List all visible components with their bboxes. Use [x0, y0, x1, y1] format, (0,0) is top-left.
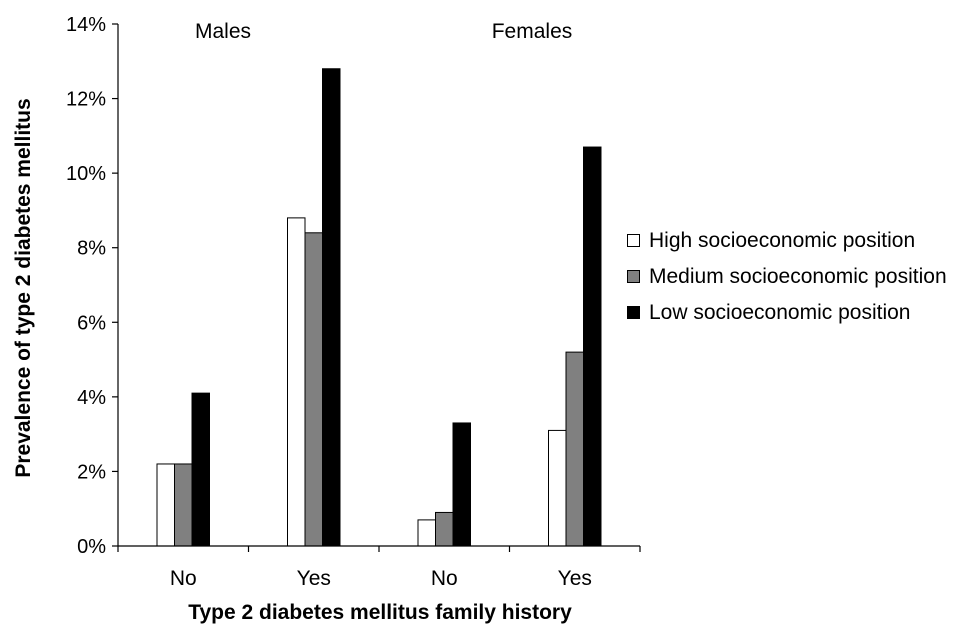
y-tick-label: 0%	[77, 536, 106, 558]
y-tick-label: 2%	[77, 461, 106, 483]
legend-swatch-high	[627, 234, 640, 247]
y-tick-label: 10%	[66, 163, 106, 185]
bar	[548, 429, 567, 547]
legend-item-low: Low socioeconomic position	[627, 300, 967, 326]
y-tick-label: 6%	[77, 312, 106, 334]
y-axis-title: Prevalence of type 2 diabetes mellitus	[12, 98, 35, 477]
legend-swatch-medium	[627, 270, 640, 283]
y-tick-label: 14%	[66, 14, 106, 36]
bar	[304, 232, 323, 547]
bar	[565, 351, 584, 547]
y-tick-label: 8%	[77, 238, 106, 260]
bar	[156, 463, 175, 547]
bar	[287, 217, 306, 547]
group-label-females: Females	[492, 20, 573, 43]
bar	[191, 392, 210, 547]
x-tick-label: Yes	[558, 567, 592, 590]
legend-label-medium: Medium socioeconomic position	[649, 265, 947, 288]
x-axis-title: Type 2 diabetes mellitus family history	[188, 601, 572, 624]
legend-swatch-low	[627, 306, 640, 319]
bar	[322, 68, 341, 547]
bar	[174, 463, 193, 547]
legend-item-medium: Medium socioeconomic position	[627, 264, 967, 290]
bar	[435, 511, 454, 547]
legend: High socioeconomic position Medium socio…	[627, 228, 967, 336]
y-tick-label: 4%	[77, 387, 106, 409]
x-tick-label: Yes	[297, 567, 331, 590]
bars	[156, 68, 602, 547]
x-tick-label: No	[431, 567, 458, 590]
bar	[452, 422, 471, 547]
bar	[417, 519, 436, 547]
legend-label-low: Low socioeconomic position	[649, 301, 911, 324]
x-axis: No Yes No Yes	[117, 545, 641, 590]
y-axis: 0% 2% 4% 6% 8% 10% 12% 14%	[66, 14, 119, 558]
y-tick-label: 12%	[66, 89, 106, 111]
x-tick-label: No	[170, 567, 197, 590]
bar	[583, 146, 602, 547]
legend-item-high: High socioeconomic position	[627, 228, 967, 254]
legend-label-high: High socioeconomic position	[649, 229, 916, 252]
group-label-males: Males	[195, 20, 251, 43]
